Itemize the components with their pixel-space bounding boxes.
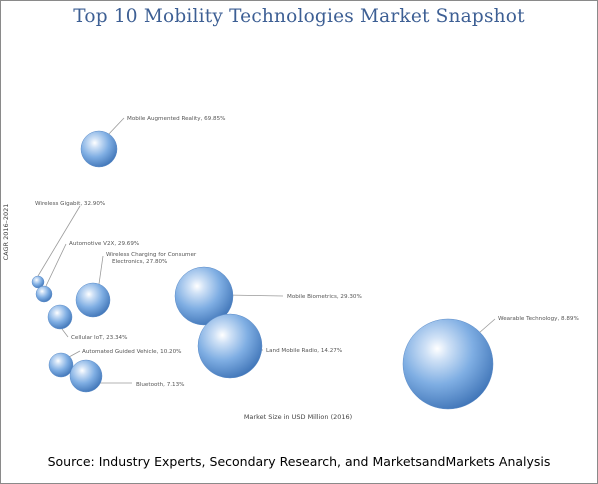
bubble-4 [75, 282, 111, 318]
y-axis-label: CAGR 2016–2021 [2, 204, 10, 261]
bubble-1 [80, 130, 118, 168]
bubble-label: Wireless Charging for Consumer Electronic… [106, 252, 197, 265]
chart-title: Top 10 Mobility Technologies Market Snap… [73, 6, 525, 27]
bubble-label: Wearable Technology, 8.89% [498, 316, 579, 322]
leader-line [61, 328, 69, 338]
leader-line [106, 117, 125, 137]
bubble-label: Bluetooth, 7.13% [136, 382, 184, 388]
bubble-label: Automotive V2X, 29.69% [69, 241, 139, 247]
x-axis-label: Market Size in USD Million (2016) [244, 413, 352, 421]
bubble-9 [197, 313, 263, 379]
leader-line [68, 350, 81, 358]
bubble-2 [31, 275, 45, 289]
bubble-7 [69, 359, 103, 393]
source-note: Source: Industry Experts, Secondary Rese… [47, 454, 551, 469]
bubble-10 [402, 318, 494, 410]
bubble-label: Wireless Gigabit, 32.90% [35, 201, 105, 207]
bubble-label: Mobile Biometrics, 29.30% [287, 294, 362, 300]
bubble-label: Automated Guided Vehicle, 10.20% [82, 349, 181, 355]
bubble-label: Cellular IoT, 23.34% [71, 335, 127, 341]
bubble-8 [174, 266, 234, 326]
bubble-6 [48, 352, 74, 378]
leader-line [45, 243, 67, 287]
bubble-5 [47, 304, 73, 330]
leader-line [98, 255, 104, 285]
bubble-3 [35, 285, 53, 303]
bubble-label: Land Mobile Radio, 14.27% [266, 348, 342, 354]
bubble-label: Mobile Augmented Reality, 69.85% [127, 116, 225, 122]
leader-line [225, 294, 284, 297]
leader-line [37, 205, 81, 277]
